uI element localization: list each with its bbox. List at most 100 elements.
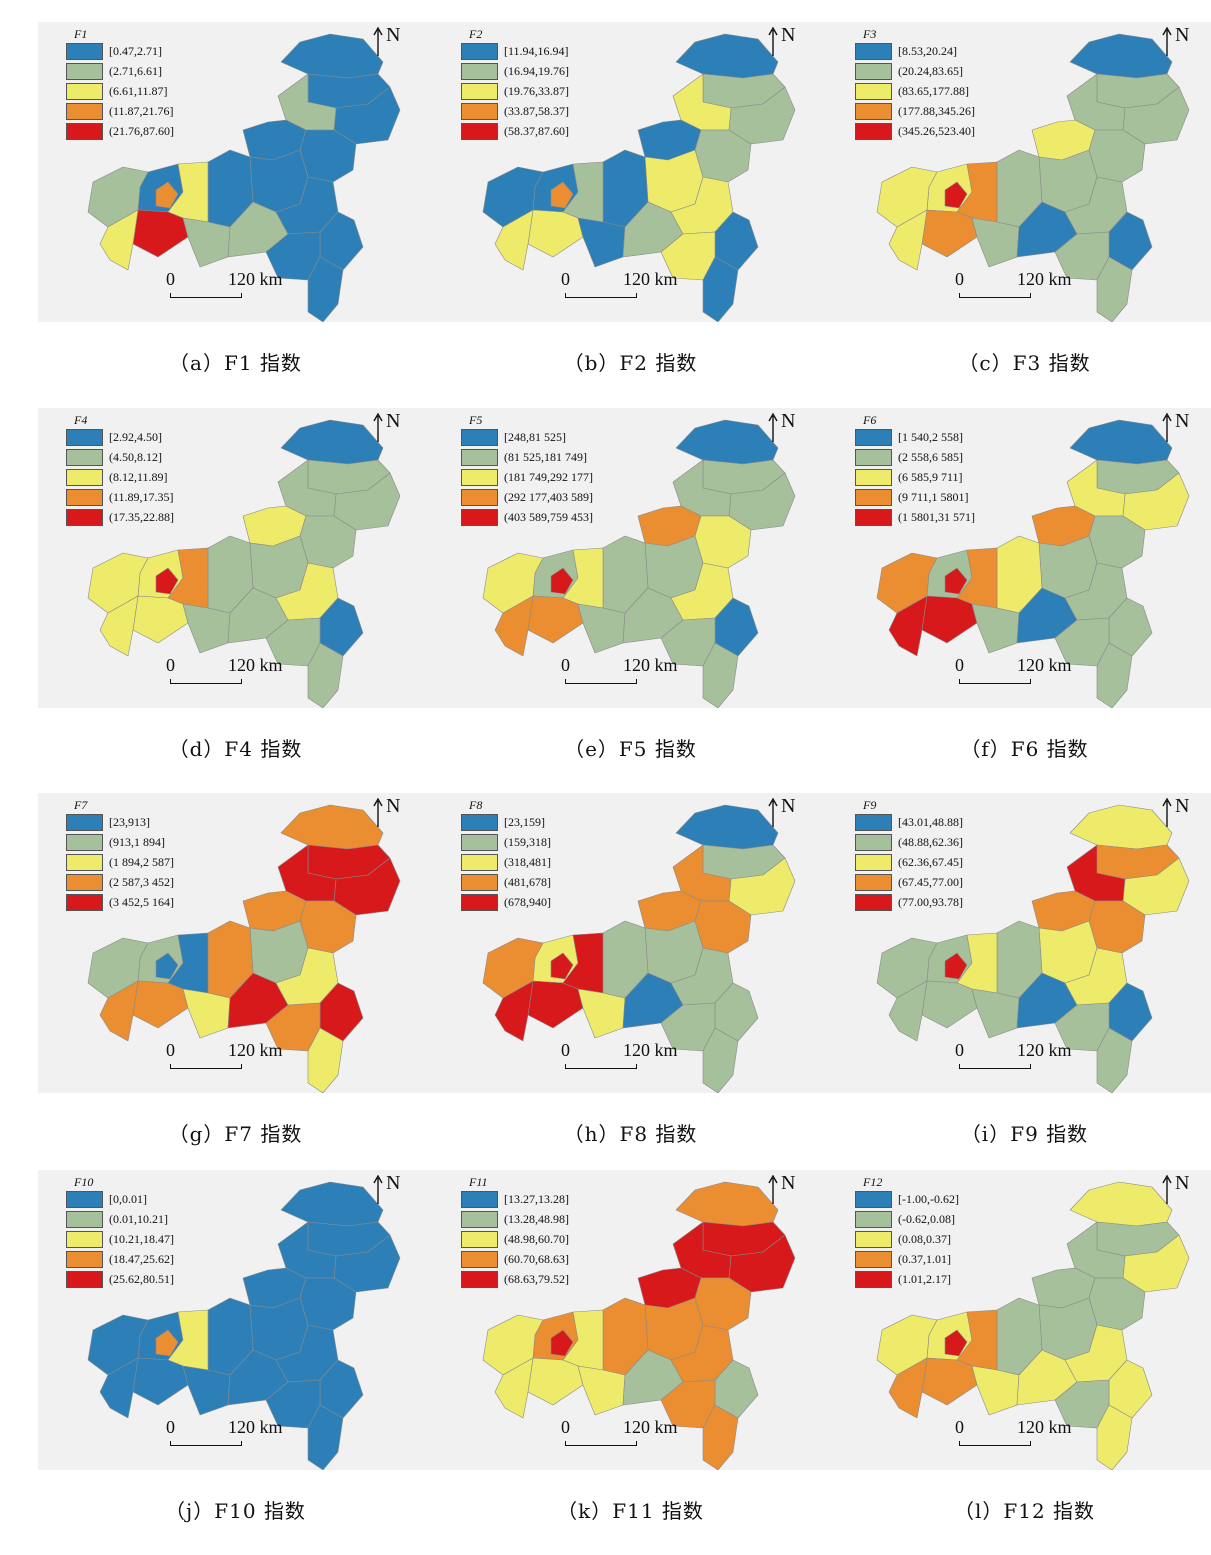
legend-entry: (62.36,67.45]: [855, 852, 963, 872]
legend-entry: (678,940]: [461, 892, 551, 912]
chongqing-region: [482, 804, 796, 1093]
legend-label: (62.36,67.45]: [898, 854, 963, 869]
legend-title: F11: [469, 1175, 488, 1189]
district-region: [99, 595, 139, 657]
legend-entry: (2.71,6.61]: [66, 61, 174, 81]
scale-distance-label: 120 km: [1017, 1417, 1072, 1437]
district-region: [971, 603, 1020, 654]
legend-label: (18.47,25.62]: [109, 1251, 174, 1266]
district-region: [1038, 920, 1098, 984]
north-arrow-group: N: [768, 1172, 808, 1216]
north-arrow-group: N: [1162, 410, 1202, 454]
legend-title: F12: [863, 1175, 883, 1189]
legend-swatch: [461, 428, 498, 446]
district-region: [482, 1314, 544, 1376]
district-region: [1069, 1181, 1173, 1227]
scale-bar: 0 120 km: [166, 655, 306, 685]
map-frame: F3 [8.53,20.24] (20.24,83.65] (83.65,177.88…: [827, 22, 1211, 322]
scale-distance-label: 120 km: [228, 655, 283, 675]
scale-start-label: 0: [166, 269, 175, 289]
north-label: N: [781, 1172, 796, 1194]
legend-swatch: [461, 893, 498, 911]
legend-label: (678,940]: [504, 894, 551, 909]
north-label: N: [781, 410, 796, 432]
map-panel-f: F6 [1 540,2 558] (2 558,6 585] (6 585,9 711…: [827, 408, 1211, 793]
north-arrow-group: N: [768, 24, 808, 68]
map-panel-d: F4 [2.92,4.50] (4.50,8.12] (8.12,11.89] (11.…: [38, 408, 433, 793]
north-label: N: [781, 795, 796, 817]
district-region: [482, 166, 544, 228]
district-region: [249, 535, 309, 599]
district-region: [702, 642, 739, 708]
legend-entry: (913,1 894]: [66, 832, 174, 852]
legend-label: (68.63,79.52]: [504, 1271, 569, 1286]
legend-swatch: [66, 428, 103, 446]
legend-label: (6 585,9 711]: [898, 469, 963, 484]
legend-entry: (318,481]: [461, 852, 551, 872]
scale-distance-label: 120 km: [623, 1417, 678, 1437]
district-region: [155, 181, 179, 209]
north-label: N: [386, 410, 401, 432]
legend-swatch: [66, 102, 103, 120]
district-region: [577, 1365, 626, 1416]
legend-swatch: [66, 62, 103, 80]
legend-entry: (25.62,80.51]: [66, 1269, 174, 1289]
legend-title: F6: [863, 413, 877, 427]
map-frame: F9 [43.01,48.88] (48.88,62.36] (62.36,67.45…: [827, 793, 1211, 1093]
legend-label: [23,913]: [109, 814, 150, 829]
map-panel-g: F7 [23,913] (913,1 894] (1 894,2 587] (2 587…: [38, 793, 433, 1178]
map-frame: F11 [13.27,13.28] (13.28,48.98] (48.98,60.7…: [433, 1170, 828, 1470]
scale-line: [959, 293, 1031, 298]
north-label: N: [1175, 1172, 1190, 1194]
chongqing-region: [876, 1181, 1190, 1470]
scale-bar: 0 120 km: [561, 1040, 701, 1070]
legend-label: (11.89,17.35]: [109, 489, 174, 504]
legend-label: (21.76,87.60]: [109, 123, 174, 138]
legend-label: (1 894,2 587]: [109, 854, 174, 869]
district-region: [99, 209, 139, 271]
district-region: [888, 1357, 928, 1419]
north-arrow-icon: [373, 412, 383, 442]
district-region: [249, 149, 309, 213]
legend-swatch: [855, 448, 892, 466]
district-region: [971, 1365, 1020, 1416]
district-region: [1096, 256, 1133, 322]
legend-swatch: [66, 893, 103, 911]
district-region: [132, 980, 189, 1029]
panel-caption: （c）F3 指数: [958, 351, 1091, 375]
north-label: N: [386, 1172, 401, 1194]
scale-distance-label: 120 km: [228, 1040, 283, 1060]
legend-label: (0.08,0.37]: [898, 1231, 951, 1246]
legend-label: [2.92,4.50]: [109, 429, 162, 444]
legend-label: [13.27,13.28]: [504, 1191, 569, 1206]
north-label: N: [1175, 24, 1190, 46]
scale-distance-label: 120 km: [228, 1417, 283, 1437]
scale-line: [170, 1064, 242, 1069]
legend-entry: (60.70,68.63]: [461, 1249, 569, 1269]
north-arrow-group: N: [373, 1172, 413, 1216]
legend-entry: (-0.62,0.08]: [855, 1209, 959, 1229]
map-frame: F8 [23,159] (159,318] (318,481] (481,678] (67…: [433, 793, 828, 1093]
scale-start-label: 0: [955, 1040, 964, 1060]
legend-swatch: [461, 42, 498, 60]
district-region: [971, 988, 1020, 1039]
legend-swatch: [66, 468, 103, 486]
district-region: [280, 33, 384, 79]
legend-entry: [23,913]: [66, 812, 174, 832]
legend-label: (10.21,18.47]: [109, 1231, 174, 1246]
district-region: [944, 952, 968, 980]
legend-label: [0,0.01]: [109, 1191, 147, 1206]
legend-label: (9 711,1 5801]: [898, 489, 969, 504]
legend-label: (60.70,68.63]: [504, 1251, 569, 1266]
north-arrow-group: N: [373, 795, 413, 839]
legend-entry: [11.94,16.94]: [461, 41, 569, 61]
legend-label: (11.87,21.76]: [109, 103, 174, 118]
legend-label: (67.45,77.00]: [898, 874, 963, 889]
legend-swatch: [66, 1190, 103, 1208]
panel-caption: （i）F9 指数: [960, 1122, 1089, 1146]
north-label: N: [1175, 410, 1190, 432]
district-region: [99, 1357, 139, 1419]
scale-line: [565, 679, 637, 684]
district-region: [876, 937, 938, 999]
legend-entry: (6.61,11.87]: [66, 81, 174, 101]
